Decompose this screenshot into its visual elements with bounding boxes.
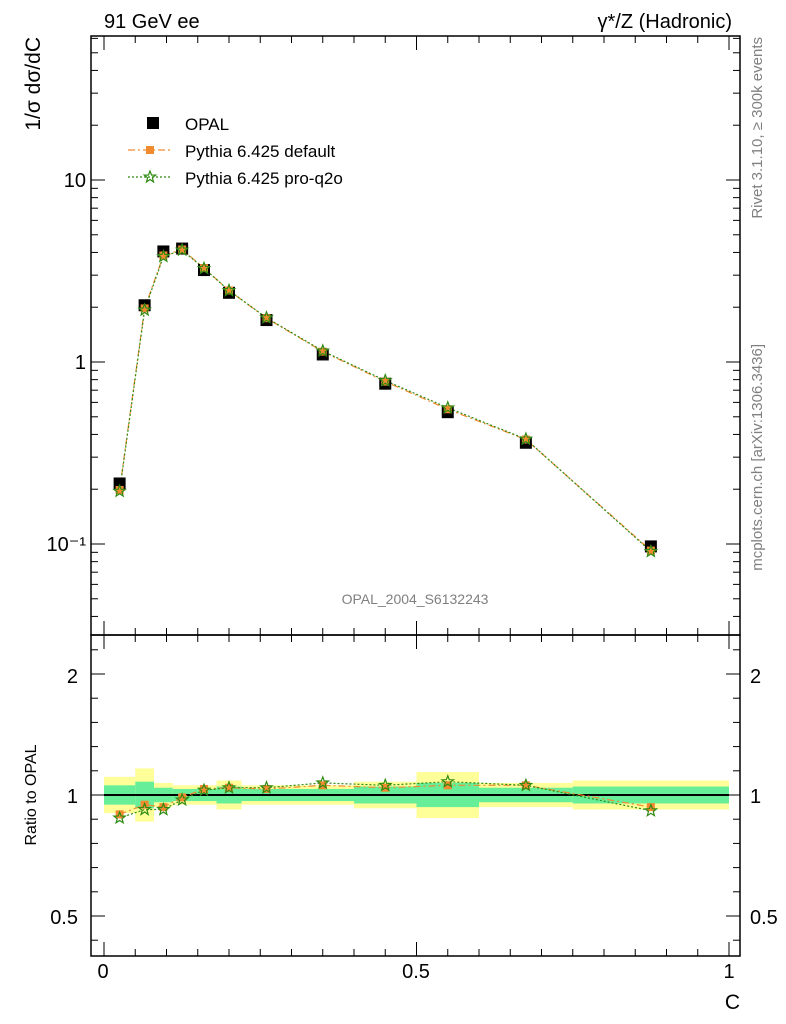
default-point xyxy=(159,251,168,260)
ratio-proq2o-point xyxy=(518,777,534,792)
ratio-y-tick-label-2: 2 xyxy=(67,666,78,688)
ratio-proq2o-point xyxy=(137,801,152,816)
legend-label-default: Pythia 6.425 default xyxy=(185,142,336,161)
ratio-proq2o-point xyxy=(259,779,274,794)
ratio-default-point xyxy=(200,784,208,793)
rivet-version-label: Rivet 3.1.10, ≥ 300k events xyxy=(749,37,766,219)
ratio-proq2o-point xyxy=(440,773,456,788)
ratio-line-default xyxy=(119,784,652,815)
mcplots-label: mcplots.cern.ch [arXiv:1306.3436] xyxy=(749,344,766,571)
ratio-proq2o-point xyxy=(156,801,171,816)
proq2o-point xyxy=(259,310,274,324)
default-point xyxy=(262,314,271,323)
series-line-default xyxy=(119,248,652,552)
ratio-proq2o-point xyxy=(377,777,393,792)
series-line-proq2o xyxy=(119,249,652,552)
proq2o-point xyxy=(643,543,659,558)
main-series xyxy=(112,242,659,558)
proq2o-point xyxy=(518,431,534,446)
proq2o-point xyxy=(221,282,237,297)
proq2o-point xyxy=(174,242,190,257)
legend-label-proq2o: Pythia 6.425 pro-q2o xyxy=(185,169,343,188)
ratio-default-point xyxy=(159,803,168,812)
default-point xyxy=(318,347,327,356)
default-point xyxy=(443,405,452,414)
default-point xyxy=(521,435,530,444)
proq2o-point xyxy=(156,248,171,263)
x-tick-label-0.5: 0.5 xyxy=(402,961,430,983)
default-point xyxy=(115,486,124,495)
ratio-y-tick-label-1-right: 1 xyxy=(750,786,761,808)
ratio-proq2o-point xyxy=(643,802,659,817)
ratio-proq2o-point xyxy=(221,779,237,794)
ratio-default-point xyxy=(521,781,530,790)
ratio-proq2o-point xyxy=(196,782,212,797)
ratio-y-tick-label-0.5: 0.5 xyxy=(50,907,78,929)
default-point xyxy=(381,377,390,386)
proq2o-point xyxy=(315,343,331,358)
proq2o-point xyxy=(112,483,127,498)
y-tick-label-1: 1 xyxy=(75,352,86,374)
x-tick-label-0: 0 xyxy=(97,961,108,983)
default-point xyxy=(646,546,655,555)
proq2o-point xyxy=(196,260,212,275)
ratio-default-point xyxy=(443,781,452,790)
ratio-default-point xyxy=(115,810,124,819)
header-right-label: γ*/Z (Hadronic) xyxy=(598,11,732,33)
ratio-series xyxy=(112,773,659,825)
ratio-panel: 2 1 0.5 2 1 0.5 Ratio to OPAL 0 0.5 1 C xyxy=(23,634,778,1014)
x-tick-label-1: 1 xyxy=(723,961,734,983)
ratio-proq2o-point xyxy=(174,792,190,807)
ratio-default-point xyxy=(262,784,271,793)
main-y-axis-label: 1/σ dσ/dC xyxy=(22,37,45,131)
ratio-proq2o-point xyxy=(112,810,127,825)
default-point xyxy=(178,245,187,254)
ratio-default-point xyxy=(178,793,187,802)
main-panel: 10 1 10⁻¹ 1/σ dσ/dC OPAL_2004_S6132243 O… xyxy=(22,35,741,636)
legend-label-opal: OPAL xyxy=(185,115,229,134)
default-point xyxy=(140,304,149,313)
header-left-label: 91 GeV ee xyxy=(104,11,200,33)
ratio-default-point xyxy=(646,803,655,812)
proq2o-point xyxy=(440,400,456,415)
proq2o-point xyxy=(377,372,393,387)
y-tick-label-0.1: 10⁻¹ xyxy=(47,534,87,556)
main-axis-ticks xyxy=(91,36,740,635)
ratio-y-tick-label-1: 1 xyxy=(67,786,78,808)
ratio-y-axis-label: Ratio to OPAL xyxy=(23,744,40,845)
x-axis-label: C xyxy=(725,991,740,1014)
default-point xyxy=(200,264,208,273)
default-point xyxy=(225,286,233,295)
ratio-y-tick-label-0.5-right: 0.5 xyxy=(750,907,778,929)
y-tick-label-10: 10 xyxy=(64,170,86,192)
legend: OPAL Pythia 6.425 default Pythia 6.425 p… xyxy=(128,115,343,188)
ratio-y-tick-label-2-right: 2 xyxy=(750,666,761,688)
legend-marker-proq2o xyxy=(142,169,158,184)
analysis-id-label: OPAL_2004_S6132243 xyxy=(342,591,489,607)
ratio-default-point xyxy=(225,783,233,792)
ratio-proq2o-point xyxy=(315,775,331,790)
proq2o-point xyxy=(137,302,152,317)
legend-marker-opal xyxy=(147,117,159,129)
legend-marker-default xyxy=(146,146,154,154)
ratio-axis-ticks xyxy=(91,635,740,956)
